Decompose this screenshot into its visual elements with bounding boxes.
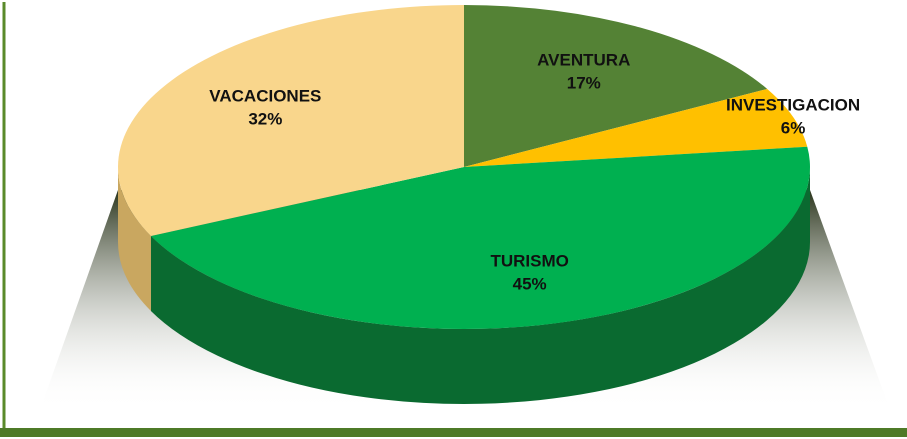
pie-sides <box>118 167 811 405</box>
slice-value-label: 17% <box>567 74 601 93</box>
pie-slice <box>464 88 808 167</box>
frame-bottom <box>0 428 907 437</box>
slice-label: INVESTIGACION <box>726 95 860 114</box>
pie-labels: AVENTURA 17% INVESTIGACION 6% TURISMO 45% VACA… <box>209 51 860 294</box>
slice-value-label: 45% <box>513 274 547 293</box>
pie-side <box>118 167 151 311</box>
slice-value-label: 6% <box>781 118 806 137</box>
slice-label: VACACIONES <box>209 86 321 105</box>
pie-side <box>150 167 811 405</box>
slice-label: AVENTURA <box>537 51 630 70</box>
pie-slice <box>150 146 811 330</box>
pie-slice <box>464 5 768 167</box>
slice-value-label: 32% <box>248 109 282 128</box>
slice-label: TURISMO <box>490 251 568 270</box>
pie-slice <box>118 5 465 236</box>
pie-tops <box>118 5 811 330</box>
